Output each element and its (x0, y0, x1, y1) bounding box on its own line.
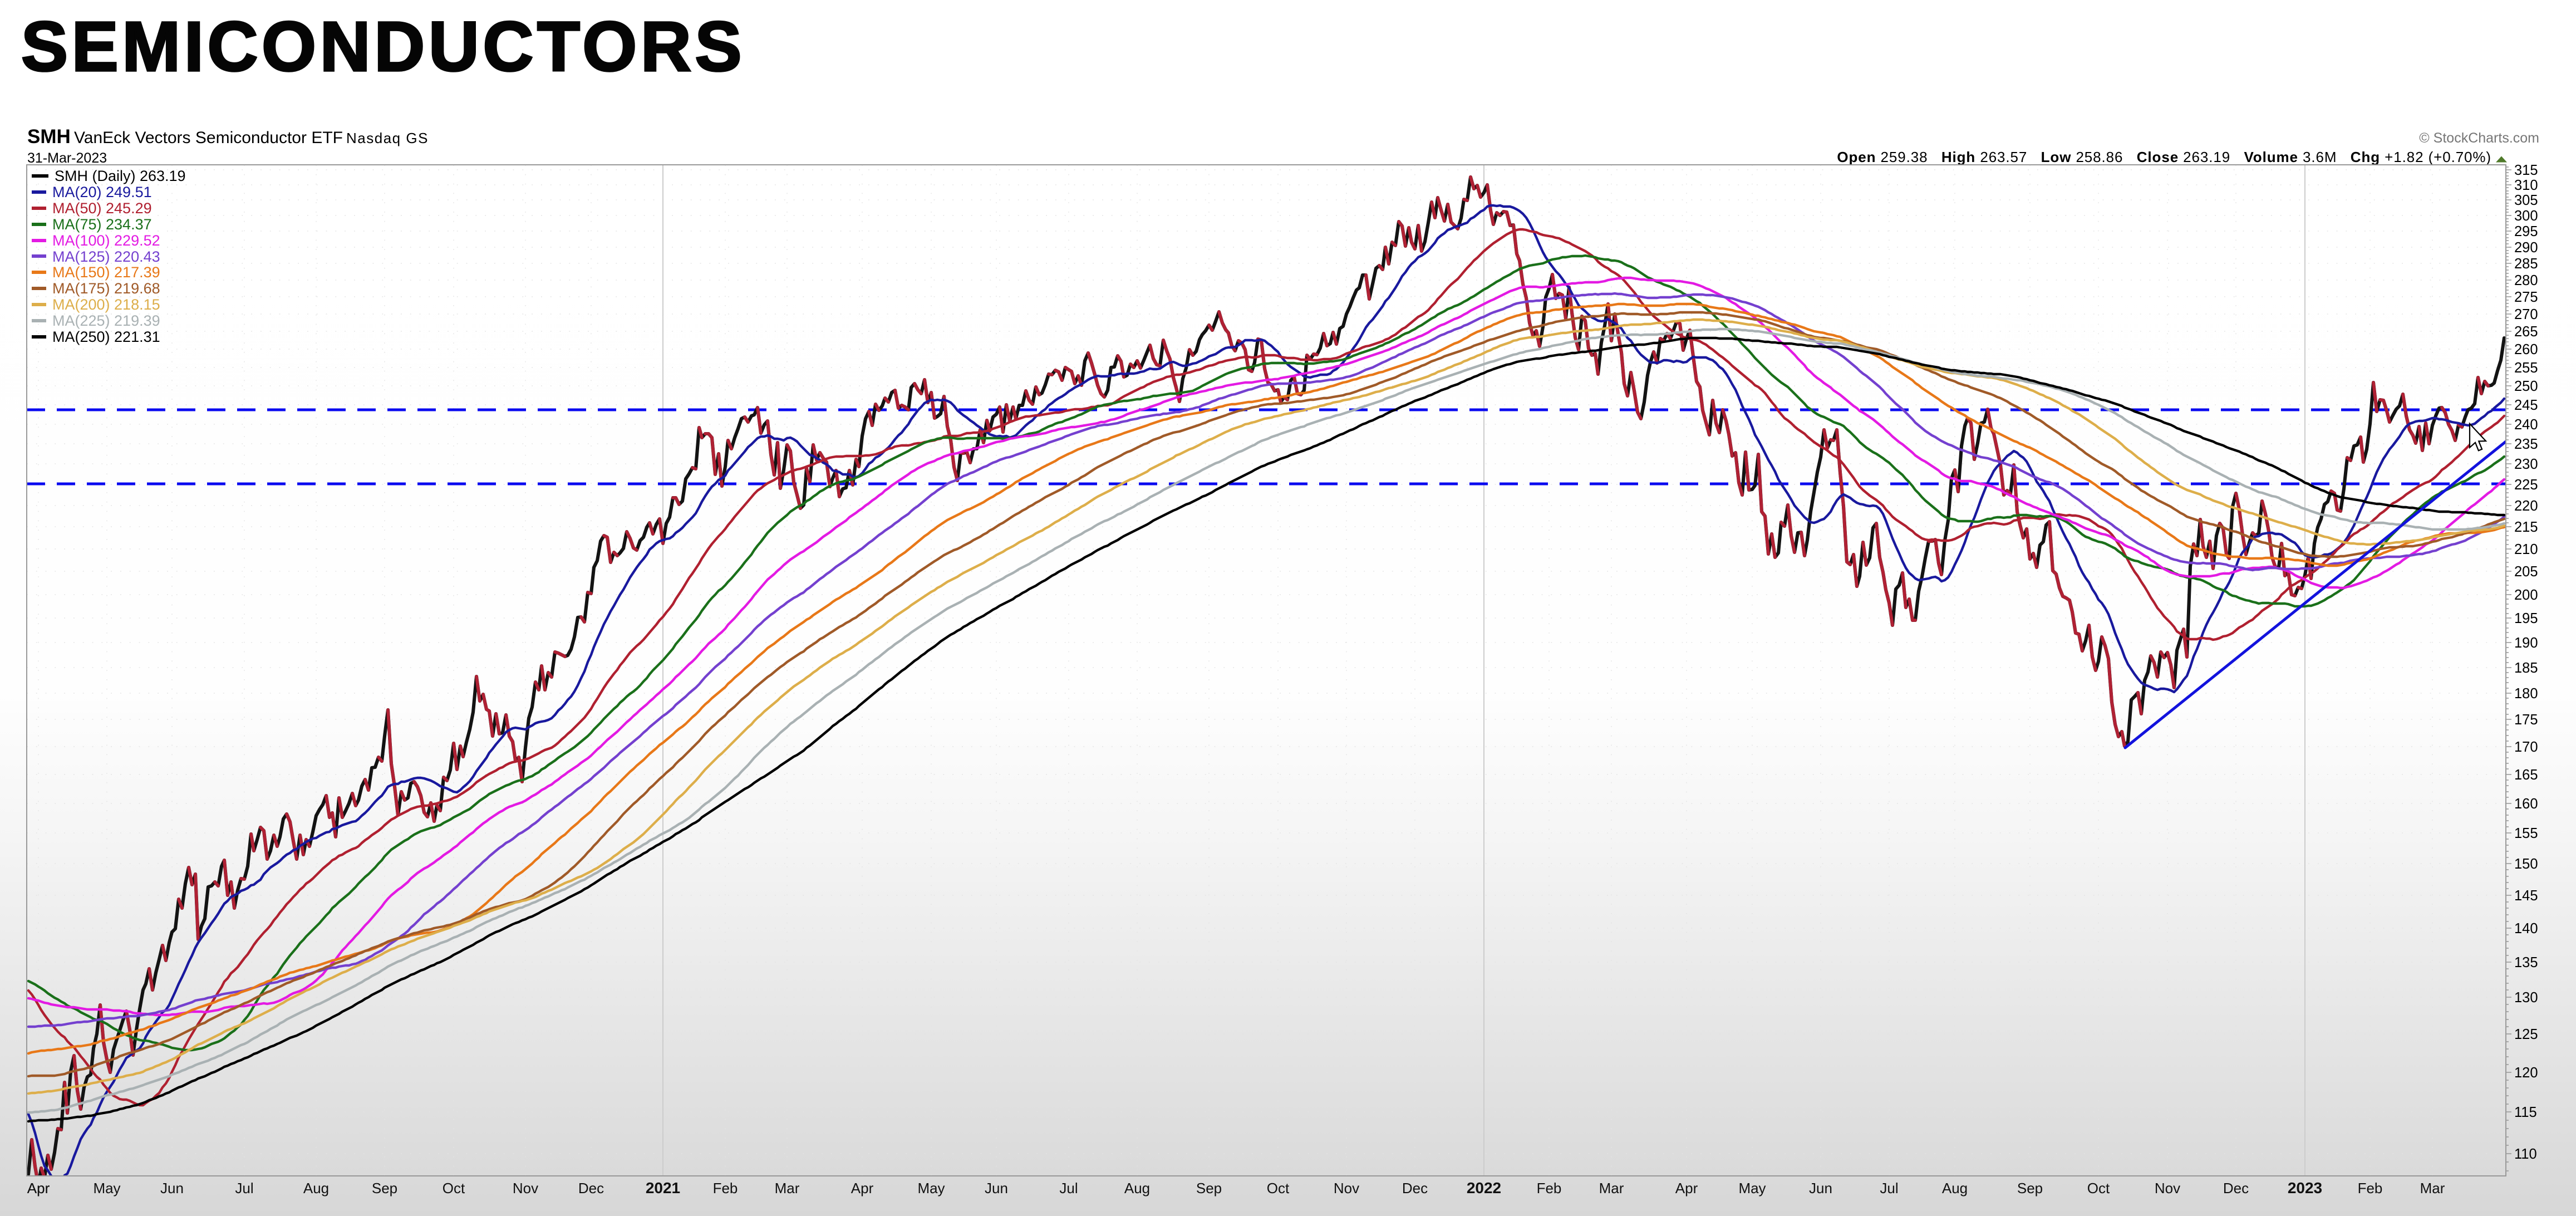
svg-text:Apr: Apr (851, 1180, 874, 1197)
svg-text:195: 195 (2514, 611, 2538, 626)
svg-text:315: 315 (2514, 163, 2538, 178)
svg-text:2021: 2021 (646, 1179, 680, 1197)
svg-text:SEMICONDUCTORS: SEMICONDUCTORS (21, 7, 745, 86)
svg-text:135: 135 (2514, 955, 2538, 970)
svg-text:295: 295 (2514, 224, 2538, 239)
svg-text:Nov: Nov (1334, 1180, 1359, 1197)
svg-text:145: 145 (2514, 888, 2538, 904)
svg-text:Mar: Mar (775, 1180, 800, 1197)
svg-text:Mar: Mar (1599, 1180, 1624, 1197)
svg-text:MA(125) 220.43: MA(125) 220.43 (52, 248, 160, 265)
svg-text:Dec: Dec (2223, 1180, 2249, 1197)
svg-text:MA(200) 218.15: MA(200) 218.15 (52, 296, 160, 313)
svg-text:Apr: Apr (27, 1180, 50, 1197)
svg-text:190: 190 (2514, 635, 2538, 651)
svg-text:305: 305 (2514, 193, 2538, 208)
svg-text:Apr: Apr (1675, 1180, 1698, 1197)
svg-text:Sep: Sep (372, 1180, 397, 1197)
svg-text:210: 210 (2514, 542, 2538, 557)
svg-text:180: 180 (2514, 686, 2538, 702)
svg-text:Apr: Apr (27, 1180, 50, 1197)
svg-text:270: 270 (2514, 307, 2538, 322)
svg-text:Feb: Feb (1537, 1180, 1562, 1197)
svg-text:240: 240 (2514, 417, 2538, 433)
svg-text:Nov: Nov (2155, 1180, 2180, 1197)
svg-text:Sep: Sep (2017, 1180, 2043, 1197)
svg-text:Dec: Dec (578, 1180, 604, 1197)
svg-text:185: 185 (2514, 660, 2538, 676)
svg-text:Jun: Jun (985, 1180, 1008, 1197)
svg-text:290: 290 (2514, 240, 2538, 256)
svg-text:170: 170 (2514, 739, 2538, 755)
svg-text:205: 205 (2514, 564, 2538, 580)
svg-text:MA(150) 217.39: MA(150) 217.39 (52, 264, 160, 281)
svg-text:Dec: Dec (1402, 1180, 1428, 1197)
svg-text:MA(20) 249.51: MA(20) 249.51 (52, 184, 152, 200)
svg-text:310: 310 (2514, 178, 2538, 193)
svg-text:© StockCharts.com: © StockCharts.com (2419, 130, 2539, 146)
svg-text:255: 255 (2514, 360, 2538, 376)
svg-text:Oct: Oct (2087, 1180, 2110, 1197)
svg-text:Aug: Aug (303, 1180, 329, 1197)
svg-text:May: May (93, 1180, 120, 1197)
svg-text:Sep: Sep (1196, 1180, 1222, 1197)
svg-text:MA(100) 229.52: MA(100) 229.52 (52, 232, 160, 249)
svg-text:115: 115 (2514, 1105, 2537, 1120)
svg-text:280: 280 (2514, 273, 2538, 288)
svg-text:May: May (1738, 1180, 1766, 1197)
svg-text:MA(250) 221.31: MA(250) 221.31 (52, 328, 160, 345)
svg-text:Feb: Feb (2358, 1180, 2383, 1197)
svg-text:Aug: Aug (1124, 1180, 1150, 1197)
svg-text:220: 220 (2514, 498, 2538, 514)
svg-text:Jul: Jul (1880, 1180, 1898, 1197)
svg-text:225: 225 (2514, 477, 2538, 493)
svg-text:Mar: Mar (2420, 1180, 2445, 1197)
svg-text:140: 140 (2514, 921, 2538, 936)
svg-text:31-Mar-2023: 31-Mar-2023 (27, 150, 107, 166)
svg-text:250: 250 (2514, 379, 2538, 394)
svg-text:155: 155 (2514, 826, 2538, 841)
svg-text:Jun: Jun (1809, 1180, 1832, 1197)
svg-text:230: 230 (2514, 457, 2538, 472)
svg-text:215: 215 (2514, 519, 2538, 535)
svg-text:130: 130 (2514, 990, 2538, 1006)
svg-text:165: 165 (2514, 767, 2538, 783)
svg-text:2022: 2022 (1467, 1179, 1501, 1197)
svg-text:265: 265 (2514, 324, 2538, 340)
svg-text:Open 259.38 High 263.57 Lo: Open 259.38 High 263.57 Low 258.86 Close… (1837, 149, 2491, 165)
svg-text:MA(75) 234.37: MA(75) 234.37 (52, 216, 152, 233)
svg-text:2023: 2023 (2288, 1179, 2322, 1197)
svg-text:275: 275 (2514, 290, 2538, 305)
svg-text:285: 285 (2514, 256, 2538, 272)
svg-text:May: May (917, 1180, 945, 1197)
svg-text:MA(225) 219.39: MA(225) 219.39 (52, 312, 160, 329)
svg-text:300: 300 (2514, 208, 2538, 224)
svg-text:200: 200 (2514, 587, 2538, 603)
svg-text:175: 175 (2514, 712, 2538, 728)
svg-text:120: 120 (2514, 1065, 2538, 1081)
svg-text:245: 245 (2514, 398, 2538, 413)
svg-text:Nov: Nov (513, 1180, 538, 1197)
svg-text:Jul: Jul (1059, 1180, 1078, 1197)
svg-text:160: 160 (2514, 796, 2538, 812)
svg-text:260: 260 (2514, 342, 2538, 357)
svg-text:MA(50) 245.29: MA(50) 245.29 (52, 200, 152, 217)
svg-text:MA(175) 219.68: MA(175) 219.68 (52, 280, 160, 297)
svg-text:SMH (Daily) 263.19: SMH (Daily) 263.19 (55, 168, 186, 184)
svg-text:Oct: Oct (443, 1180, 465, 1197)
svg-text:Feb: Feb (713, 1180, 738, 1197)
svg-text:Jul: Jul (235, 1180, 253, 1197)
svg-text:Aug: Aug (1942, 1180, 1968, 1197)
svg-text:110: 110 (2514, 1146, 2537, 1162)
svg-text:235: 235 (2514, 437, 2538, 452)
svg-text:Oct: Oct (1267, 1180, 1290, 1197)
svg-text:125: 125 (2514, 1027, 2538, 1042)
svg-text:150: 150 (2514, 856, 2538, 872)
svg-text:Jun: Jun (160, 1180, 184, 1197)
